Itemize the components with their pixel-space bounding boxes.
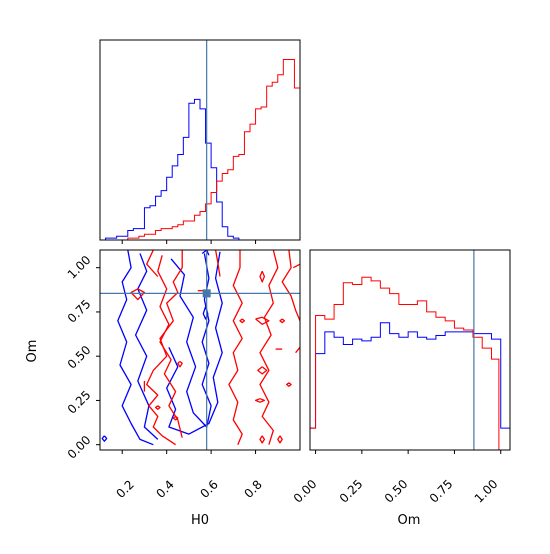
contour-line xyxy=(239,318,246,324)
contour-line xyxy=(255,316,270,325)
contour-h0-om-panel xyxy=(96,249,301,454)
contour-line xyxy=(146,250,159,277)
panel-frame xyxy=(309,249,511,451)
contour-line xyxy=(157,255,183,438)
contour-line xyxy=(254,398,266,403)
contour-line xyxy=(154,405,161,410)
x-tick-label: 0.4 xyxy=(153,477,176,500)
contour-line xyxy=(281,250,300,322)
contour-line xyxy=(214,250,221,277)
contour-line xyxy=(117,250,154,446)
histogram-h0-panel xyxy=(99,39,301,244)
contour-line xyxy=(130,288,146,301)
contour-line xyxy=(166,251,223,435)
y-tick-label: 0.75 xyxy=(65,297,94,326)
x-tick-label: 0.25 xyxy=(337,477,366,506)
contour-line xyxy=(228,250,243,445)
contour-line xyxy=(170,253,212,428)
y-tick-label: 0.00 xyxy=(65,433,94,462)
y-tick-label: 0.50 xyxy=(65,343,94,372)
truth-marker xyxy=(202,289,211,298)
panel-frame xyxy=(99,39,301,241)
contour-x-tick-labels: 0.2 0.4 0.6 0.8 xyxy=(113,477,264,500)
x-tick-label: 0.8 xyxy=(241,477,264,500)
x-tick-label: 1.00 xyxy=(472,477,501,506)
x-tick-label: 0.50 xyxy=(382,477,411,506)
contour-line xyxy=(172,415,179,421)
contour-y-tick-labels: 0.00 0.25 0.50 0.75 1.00 xyxy=(65,253,94,462)
y-tick-label: 1.00 xyxy=(65,253,94,282)
om-x-tick-labels: 0.00 0.25 0.50 0.75 1.00 xyxy=(291,477,501,506)
x-axis-label-om: Om xyxy=(398,513,421,528)
y-axis-label-om: Om xyxy=(25,340,40,363)
contour-line xyxy=(177,360,183,368)
contour-line xyxy=(295,346,300,354)
x-tick-label: 0.6 xyxy=(197,477,220,500)
y-tick-label: 0.25 xyxy=(65,388,94,417)
histogram-series-line xyxy=(309,276,500,450)
contour-line xyxy=(279,318,286,324)
contour-line xyxy=(292,263,300,269)
histogram-series-line xyxy=(309,322,511,450)
x-tick-label: 0.00 xyxy=(291,477,320,506)
contour-line xyxy=(286,382,292,387)
contour-line xyxy=(259,435,266,444)
contour-line xyxy=(201,250,210,256)
histogram-om-panel xyxy=(309,249,511,454)
x-tick-label: 0.75 xyxy=(427,477,456,506)
contour-lines xyxy=(101,250,300,446)
panel-frame xyxy=(99,249,301,451)
x-axis-label-h0: H0 xyxy=(191,513,209,528)
contour-line xyxy=(259,270,266,283)
contour-line xyxy=(259,250,279,445)
contour-line xyxy=(257,366,268,375)
contour-line xyxy=(134,253,159,440)
contour-line xyxy=(277,435,283,444)
histogram-series-line xyxy=(100,59,301,241)
x-tick-label: 0.2 xyxy=(113,477,136,500)
histogram-series-line xyxy=(100,98,240,241)
contour-line xyxy=(146,250,183,446)
contour-line xyxy=(101,435,108,442)
